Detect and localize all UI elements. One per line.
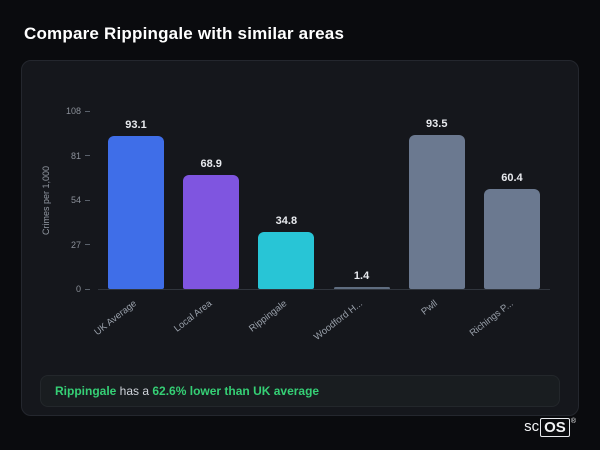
- chart-card: Crimes per 1,000 0 27 54 81 108 93.1 UK Avera…: [21, 60, 579, 416]
- y-tick-mark: [85, 244, 90, 245]
- x-tick-label: Pwll: [419, 298, 441, 318]
- note-highlight-text: 62.6% lower than UK average: [152, 384, 320, 398]
- x-tick-label: Rippingale: [247, 298, 290, 335]
- y-tick-label: 0: [76, 284, 90, 294]
- note-area-name: Rippingale: [55, 384, 117, 398]
- bar[interactable]: [108, 135, 164, 289]
- bar-value-label: 93.5: [426, 117, 448, 130]
- bar[interactable]: [258, 231, 315, 289]
- bar-slot: 1.4 Woodford H...: [312, 111, 390, 343]
- bar-slot: 93.1 UK Average: [93, 111, 164, 338]
- bar-value-label: 34.8: [275, 214, 298, 227]
- y-axis: 0 27 54 81 108: [56, 106, 90, 294]
- bar-slot: 60.4 Richings P...: [467, 111, 540, 339]
- bar-value-label: 68.9: [200, 158, 222, 171]
- bar-slot: 93.5 Pwll: [408, 111, 465, 318]
- registered-trademark-icon: ®: [570, 418, 576, 425]
- y-tick-mark: [85, 199, 90, 201]
- logo-prefix: sc: [524, 418, 540, 435]
- bar-slot: 34.8 Rippingale: [248, 111, 315, 334]
- bar-chart-plot: 93.1 UK Average 68.9 Local Area 34.8 Rippinga…: [93, 111, 550, 343]
- bar[interactable]: [483, 189, 540, 289]
- comparison-note: Rippingale has a 62.6% lower than UK ave…: [40, 375, 560, 407]
- y-tick-mark: [85, 288, 90, 290]
- x-tick-label: UK Average: [92, 298, 140, 338]
- scos-logo: sc OS ®: [524, 418, 576, 437]
- bar[interactable]: [408, 134, 465, 289]
- comparison-note-text: Rippingale has a 62.6% lower than UK ave…: [55, 384, 319, 398]
- bar[interactable]: [333, 286, 390, 289]
- note-middle-text: has a: [116, 384, 153, 398]
- bar-slot: 68.9 Local Area: [172, 111, 240, 334]
- y-tick-mark: [85, 110, 90, 112]
- y-tick-label: 54: [71, 195, 90, 205]
- bar-value-label: 60.4: [501, 172, 523, 185]
- y-tick-label: 108: [66, 106, 90, 116]
- bar-value-label: 1.4: [353, 269, 370, 282]
- x-tick-label: Local Area: [172, 298, 215, 335]
- bar-value-label: 93.1: [125, 118, 147, 131]
- logo-suffix: OS: [540, 418, 570, 437]
- y-tick-label: 27: [71, 240, 90, 250]
- bar[interactable]: [183, 175, 240, 289]
- page-title: Compare Rippingale with similar areas: [24, 24, 345, 43]
- y-tick-mark: [85, 155, 90, 156]
- x-tick-label: Woodford H...: [312, 298, 365, 343]
- y-axis-label: Crimes per 1,000: [41, 165, 51, 235]
- y-tick-label: 81: [71, 151, 90, 161]
- x-tick-label: Richings P...: [467, 298, 516, 339]
